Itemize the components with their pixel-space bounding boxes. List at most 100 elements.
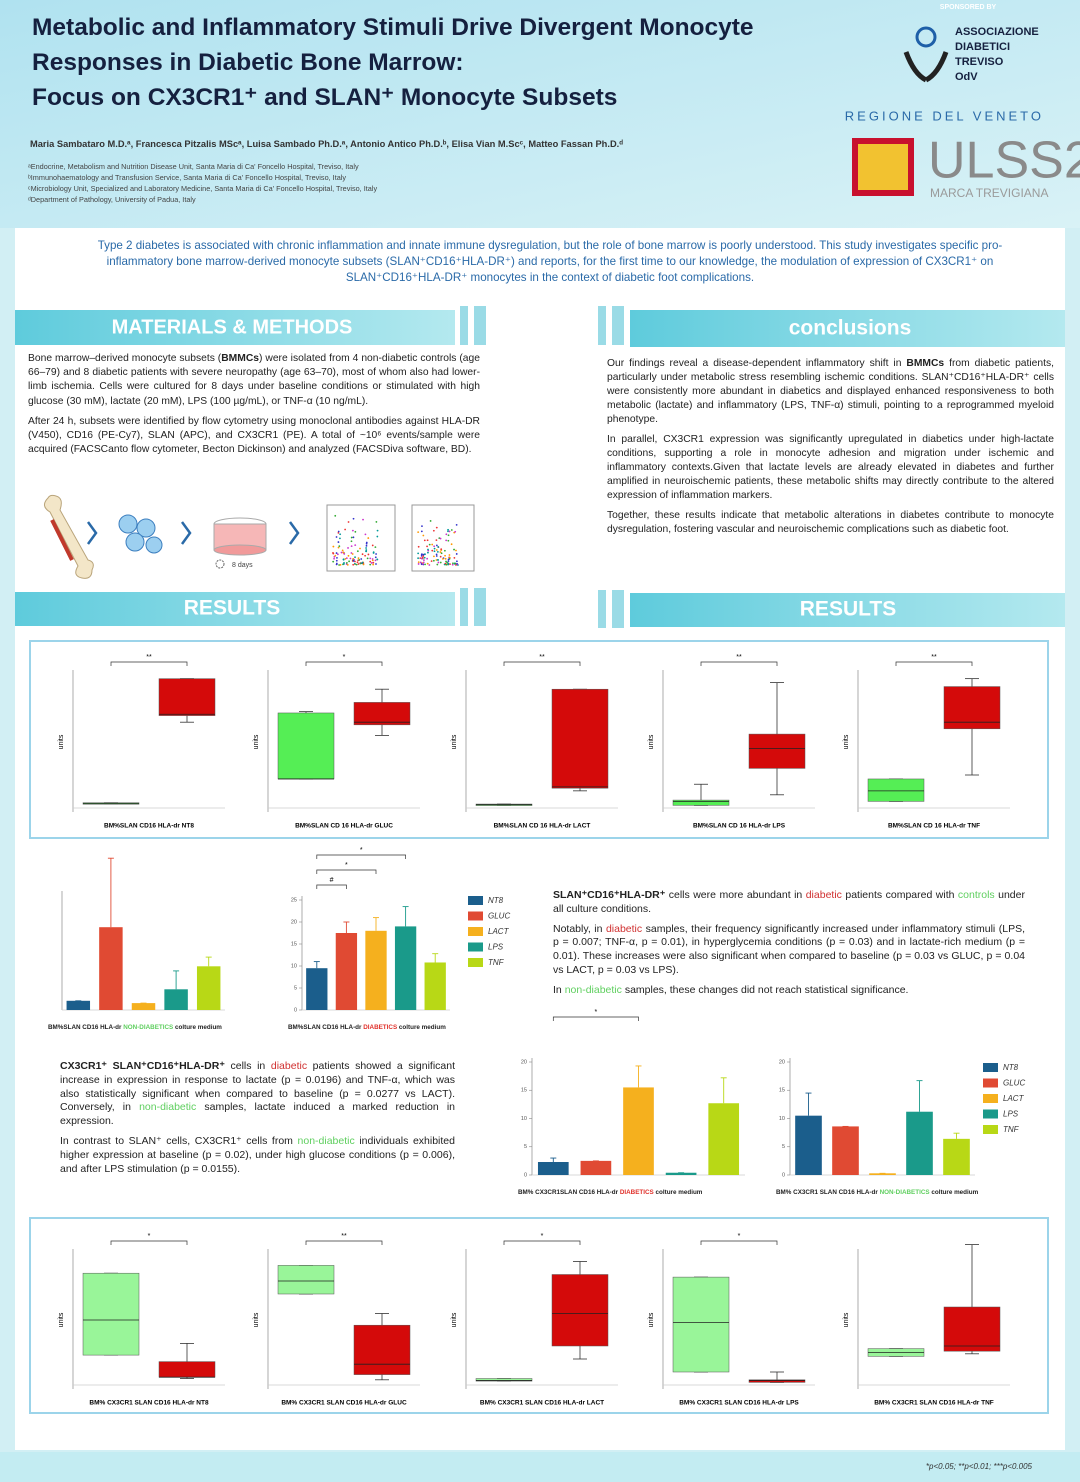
flow-dot	[351, 529, 354, 532]
flow-dot	[435, 549, 438, 551]
text-part: colture medium	[173, 1024, 222, 1031]
flow-dot	[342, 558, 345, 561]
significance-label: *	[343, 654, 346, 661]
flow-dot	[424, 563, 426, 566]
legend-swatch	[983, 1125, 998, 1134]
flow-dot	[447, 539, 450, 542]
flow-dot	[441, 557, 444, 560]
flow-dot	[364, 533, 367, 536]
flow-dot	[426, 545, 428, 548]
flow-dot	[359, 547, 361, 550]
flow-dot	[445, 560, 447, 563]
flow-dot	[355, 563, 358, 566]
flow-dot	[348, 560, 351, 563]
text-part: patients compared with	[841, 889, 958, 901]
flow-dot	[358, 559, 361, 561]
flow-dot	[421, 525, 423, 527]
methods-figure	[44, 494, 475, 579]
flow-dot	[444, 554, 446, 557]
significance-label: #	[330, 877, 334, 884]
bar	[832, 1126, 859, 1175]
flow-dot	[367, 553, 370, 556]
flow-dot	[343, 553, 346, 555]
y-axis-label: units	[843, 1312, 850, 1327]
flow-dot	[352, 536, 355, 539]
box	[158, 678, 216, 716]
results-text: SLAN⁺CD16⁺HLA-DR⁺ cells were more abunda…	[553, 889, 1025, 1004]
footer-band	[0, 1452, 1080, 1482]
flow-dot	[350, 536, 353, 539]
text-part: BM%SLAN CD16 HLA-dr	[288, 1024, 363, 1031]
flow-dot	[452, 562, 454, 565]
flow-dot	[333, 556, 336, 558]
flow-dot	[370, 562, 373, 564]
flow-dot	[371, 544, 374, 547]
y-axis-label: units	[648, 1312, 655, 1327]
x-axis-label: BM%SLAN CD 16 HLA-dr LPS	[693, 823, 786, 830]
box	[748, 1379, 806, 1383]
legend-swatch	[468, 942, 483, 952]
box	[867, 778, 925, 802]
legend-swatch	[468, 896, 483, 905]
conclusions-text: Our findings reveal a disease-dependent …	[607, 357, 1054, 543]
significance-bracket	[503, 1240, 581, 1245]
title-line: Metabolic and Inflammatory Stimuli Drive…	[32, 14, 754, 41]
flow-dot	[343, 561, 345, 564]
methods-bar	[15, 306, 486, 345]
significance-label: **	[931, 654, 937, 661]
legend-swatch	[983, 1094, 998, 1103]
flow-dot	[332, 552, 334, 554]
flow-dot	[433, 555, 435, 558]
paragraph: Bone marrow–derived monocyte subsets (BM…	[28, 352, 480, 409]
flow-dot	[433, 547, 436, 550]
methods-text: Bone marrow–derived monocyte subsets (BM…	[28, 352, 480, 463]
flow-dot	[349, 557, 352, 560]
legend-label: GLUC	[488, 912, 510, 921]
x-axis-label: BM%SLAN CD 16 HLA-dr LACT	[494, 823, 591, 830]
flow-dot	[372, 561, 375, 564]
flow-dot	[340, 551, 343, 554]
flow-dot	[455, 553, 458, 555]
y-tick-label: 15	[291, 941, 297, 947]
flow-dot	[362, 518, 364, 521]
bar	[365, 930, 387, 1010]
significance-label: **	[539, 654, 545, 661]
affiliation: ᵈDepartment of Pathology, University of …	[28, 195, 196, 204]
flow-dot	[447, 560, 450, 563]
flow-dot	[350, 540, 353, 543]
flow-dot	[351, 553, 354, 555]
flow-dot	[423, 539, 426, 542]
x-axis-label: BM% CX3CR1 SLAN CD16 HLA-dr NT8	[89, 1400, 209, 1407]
flow-dot	[447, 562, 450, 565]
flow-dot	[439, 537, 442, 540]
x-axis-label: BM% CX3CR1 SLAN CD16 HLA-dr TNF	[874, 1400, 994, 1407]
flow-dot	[450, 529, 453, 531]
methods-heading: MATERIALS & METHODS	[112, 316, 353, 338]
ulss-logo: ULSS2	[928, 132, 1080, 190]
flow-dot	[344, 528, 347, 531]
flow-dot	[376, 558, 379, 561]
legend-label: NT8	[488, 896, 504, 905]
legend-label: LPS	[488, 943, 504, 952]
legend-label: GLUC	[1003, 1079, 1025, 1088]
flow-dot	[347, 521, 350, 523]
significance-bracket	[700, 661, 778, 666]
flow-dot	[417, 545, 420, 548]
y-axis-label: units	[58, 1312, 65, 1327]
flow-dot	[365, 550, 368, 553]
flow-dot	[346, 564, 349, 566]
bar	[131, 1003, 156, 1010]
flow-dot	[375, 553, 377, 555]
legend-label: TNF	[1003, 1125, 1020, 1134]
flow-dot	[366, 557, 369, 560]
flow-dot	[445, 539, 448, 542]
box	[672, 1276, 730, 1373]
sponsor-name: OdV	[955, 71, 978, 83]
flow-dot	[447, 558, 450, 561]
flow-dot	[451, 563, 454, 566]
x-axis-label: BM%SLAN CD 16 HLA-dr TNF	[888, 823, 980, 830]
flow-dot	[427, 548, 429, 551]
paragraph: CX3CR1⁺ SLAN⁺CD16⁺HLA-DR⁺ cells in diabe…	[60, 1060, 455, 1129]
box	[943, 1306, 1001, 1352]
flow-dot	[432, 559, 435, 562]
